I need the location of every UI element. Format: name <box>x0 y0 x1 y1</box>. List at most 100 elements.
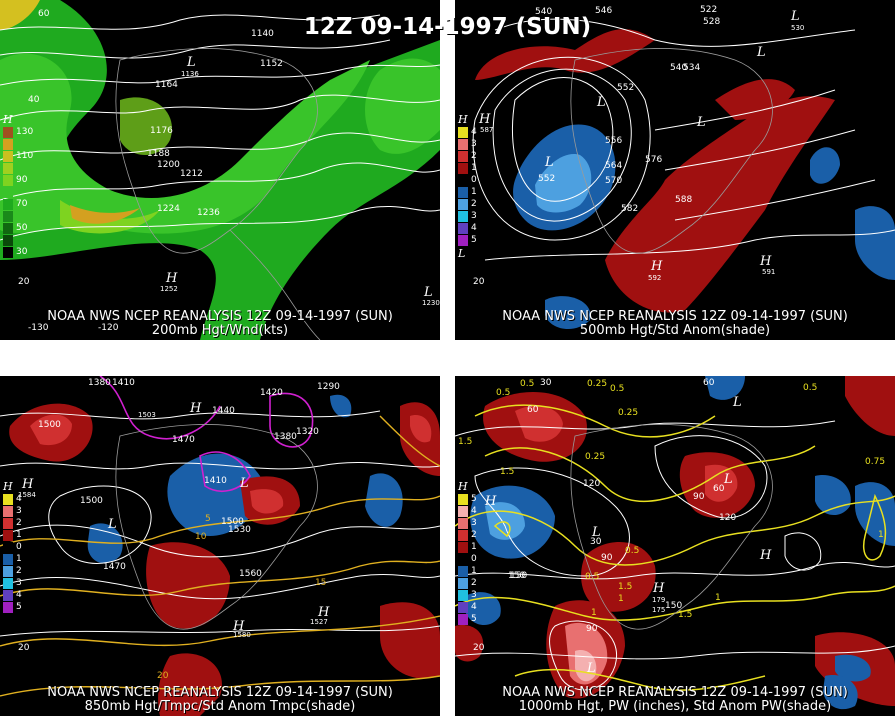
pw-label: 1 <box>618 594 624 604</box>
legend-top: H <box>3 480 13 493</box>
contour-label: 1200 <box>157 160 180 170</box>
contour-label: 1410 <box>204 476 227 486</box>
contour-label: 1440 <box>212 406 235 416</box>
low-center: L <box>723 472 733 487</box>
pw-label: 1 <box>591 608 597 618</box>
contour-label: 1252 <box>160 285 178 293</box>
legend-bottom: L <box>458 247 466 260</box>
pw-label: 0.5 <box>803 383 817 393</box>
contour-label: 552 <box>538 174 555 184</box>
legend-label: 1 <box>471 566 477 576</box>
pw-label: 1.5 <box>678 610 692 620</box>
legend-top: H <box>458 113 468 126</box>
contour-label: 556 <box>605 136 622 146</box>
center-value: 1503 <box>138 411 156 419</box>
high-center: H <box>759 548 772 563</box>
contour-label: 1136 <box>181 70 199 78</box>
pw-label: 0.5 <box>520 379 534 389</box>
contour-label: 1420 <box>260 388 283 398</box>
legend-label: 4 <box>471 127 477 137</box>
pw-label: 0.5 <box>610 384 624 394</box>
contour-label: 1470 <box>172 435 195 445</box>
center-value: 175 <box>652 606 665 614</box>
legend-label: 1 <box>16 530 22 540</box>
contour-label: 528 <box>703 17 720 27</box>
contour-label: 1140 <box>251 29 274 39</box>
low-center: L <box>239 476 249 491</box>
contour-label: 150 <box>508 571 525 581</box>
pw-label: 0.25 <box>585 452 605 462</box>
pw-label: 0.25 <box>618 408 638 418</box>
legend-label: 5 <box>471 614 477 624</box>
contour-label: 1176 <box>150 126 173 136</box>
latitude-label: 40 <box>28 95 40 105</box>
legend-label: 1 <box>471 187 477 197</box>
low-center: L <box>790 9 800 24</box>
panel-subcaption: 1000mb Hgt, PW (inches), Std Anom PW(sha… <box>518 699 832 714</box>
panel-200mb: 1140 1152 1164 1136 1176 1188 1200 1212 … <box>0 0 440 340</box>
map-500mb: 540 546 522 528 552 540 534 530 556 552 … <box>455 0 895 340</box>
high-center: H <box>165 271 178 286</box>
panel-subcaption: 200mb Hgt/Wnd(kts) <box>151 323 289 338</box>
center-value: 592 <box>648 274 661 282</box>
contour-label: 90 <box>586 624 598 634</box>
contour-label: 1380 <box>274 432 297 442</box>
contour-label: 1380 <box>88 378 111 388</box>
latitude-label: 20 <box>473 277 485 287</box>
low-center: L <box>423 285 433 300</box>
high-center: H <box>759 254 772 269</box>
contour-label: 30 <box>590 537 602 547</box>
legend-label: 50 <box>16 223 28 233</box>
panel-1000mb: 0.5 0.25 0.5 1.5 0.25 0.5 1.5 1 0.25 0.5… <box>455 376 895 716</box>
pw-label: 1 <box>715 593 721 603</box>
panel-subcaption: 850mb Hgt/Tmpc/Std Anom Tmpc(shade) <box>84 699 356 714</box>
map-850mb: 1380 1410 1500 1440 1470 1420 1290 1320 … <box>0 376 440 716</box>
legend-top: H <box>3 113 13 126</box>
low-center: L <box>544 155 554 170</box>
legend-label: 2 <box>16 518 22 528</box>
low-center: L <box>591 525 601 540</box>
legend-label: 0 <box>471 554 477 564</box>
contour-label: 1224 <box>157 204 180 214</box>
contour-label: 30 <box>540 378 552 388</box>
legend-label: 2 <box>471 199 477 209</box>
legend-label: 4 <box>471 223 477 233</box>
page-title: 12Z 09-14-1997 (SUN) <box>303 14 592 40</box>
legend-label: 4 <box>471 506 477 516</box>
contour-label: 1500 <box>38 420 61 430</box>
contour-label: 540 <box>670 63 687 73</box>
pw-label: 0.5 <box>496 388 510 398</box>
legend-label: 4 <box>471 602 477 612</box>
contour-label: 120 <box>719 513 736 523</box>
legend-label: 30 <box>16 247 28 257</box>
pw-label: 1.5 <box>618 582 632 592</box>
low-center: L <box>596 95 606 110</box>
contour-label: 1320 <box>296 427 319 437</box>
pw-label: 0.5 <box>625 546 639 556</box>
center-value: 1584 <box>18 491 36 499</box>
center-value: 587 <box>480 126 493 134</box>
center-value: 591 <box>762 268 775 276</box>
legend-label: 110 <box>16 151 34 161</box>
temp-label: 10 <box>195 532 207 542</box>
contour-label: 60 <box>527 405 539 415</box>
contour-label: 1527 <box>310 618 328 626</box>
legend-label: 5 <box>471 235 477 245</box>
contour-label: 588 <box>675 195 692 205</box>
legend-label: 130 <box>16 127 34 137</box>
legend-label: 2 <box>16 566 22 576</box>
legend-label: 2 <box>471 151 477 161</box>
contour-label: 534 <box>683 63 700 73</box>
contour-label: 1500 <box>221 517 244 527</box>
legend-label: 90 <box>16 175 28 185</box>
center-value: 179 <box>652 596 665 604</box>
panel-caption: NOAA NWS NCEP REANALYSIS 12Z 09-14-1997 … <box>47 309 393 324</box>
low-center: L <box>756 45 766 60</box>
contour-label: 90 <box>693 492 705 502</box>
low-center: L <box>696 115 706 130</box>
latitude-label: 20 <box>18 643 30 653</box>
temp-label: 5 <box>205 514 211 524</box>
longitude-label: -120 <box>98 323 119 333</box>
contour-label: 1580 <box>233 631 251 639</box>
panel-caption: NOAA NWS NCEP REANALYSIS 12Z 09-14-1997 … <box>502 685 848 700</box>
